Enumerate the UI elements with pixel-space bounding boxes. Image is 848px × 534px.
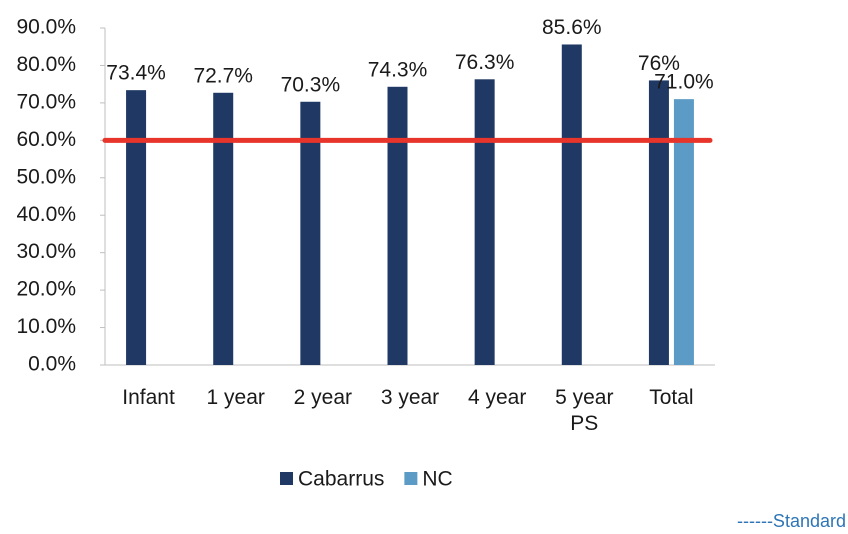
y-tick-label: 40.0% xyxy=(16,203,76,226)
y-tick-label: 0.0% xyxy=(28,353,76,376)
data-label: 72.7% xyxy=(193,64,253,87)
y-tick-label: 20.0% xyxy=(16,278,76,301)
y-tick-label: 30.0% xyxy=(16,240,76,263)
x-tick-label: Infant xyxy=(122,386,175,409)
legend-swatch xyxy=(404,472,418,485)
x-tick-label: 3 year xyxy=(380,386,440,409)
bar xyxy=(387,86,408,365)
data-label: 76.3% xyxy=(455,51,515,74)
bar xyxy=(648,80,669,365)
standard-legend: ------Standard xyxy=(737,511,846,531)
y-tick-label: 90.0% xyxy=(16,16,76,39)
bar xyxy=(213,92,234,365)
data-label: 73.4% xyxy=(106,62,166,85)
x-tick-label: Total xyxy=(649,386,694,409)
data-label: 76% xyxy=(638,52,680,75)
data-label: 71.0% xyxy=(654,71,714,94)
bar xyxy=(300,101,321,365)
legend-label: NC xyxy=(422,468,452,491)
legend-swatch xyxy=(280,472,293,485)
y-tick-label: 80.0% xyxy=(16,53,76,76)
y-tick-label: 70.0% xyxy=(16,90,76,113)
bar xyxy=(561,44,582,365)
bar xyxy=(673,99,694,366)
y-tick-label: 50.0% xyxy=(16,165,76,188)
y-tick-label: 60.0% xyxy=(16,128,76,151)
x-tick-label: 1 year xyxy=(206,386,265,409)
bar xyxy=(474,79,495,365)
legend-label: Cabarrus xyxy=(298,468,384,491)
x-tick-label: 2 year xyxy=(293,386,353,409)
x-tick-label: 5 year PS xyxy=(555,386,614,435)
y-tick-label: 10.0% xyxy=(16,315,76,338)
x-tick-label: 4 year xyxy=(467,386,527,409)
bar xyxy=(126,90,147,365)
data-label: 70.3% xyxy=(281,73,341,96)
data-label: 74.3% xyxy=(368,58,428,81)
data-label: 85.6% xyxy=(542,16,602,39)
